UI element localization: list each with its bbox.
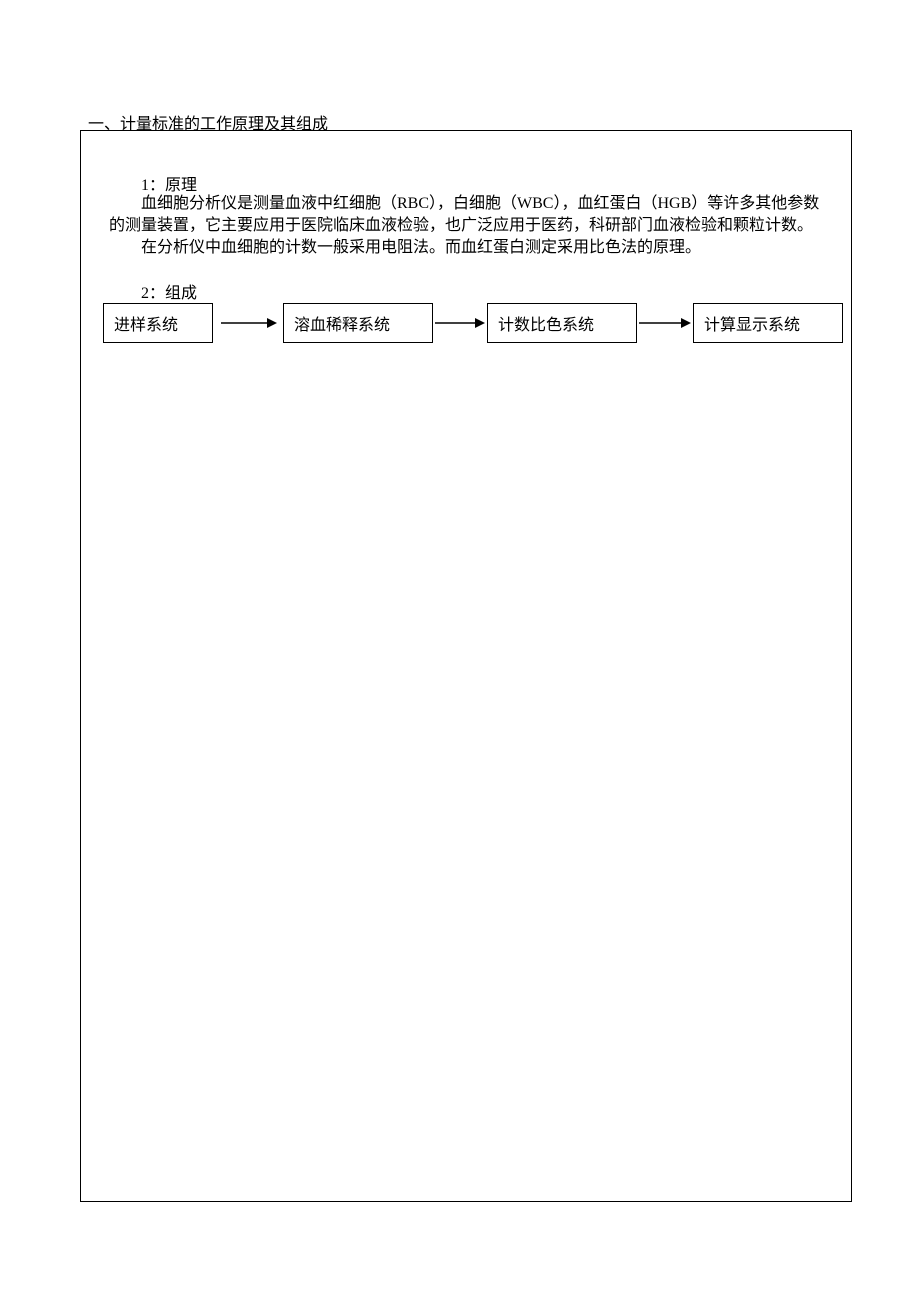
flow-node-1: 进样系统 [103, 303, 213, 343]
arrow-2 [435, 316, 485, 330]
flowchart: 进样系统 溶血稀释系统 计数比色系统 计算显示系统 [103, 303, 833, 353]
paragraph-2: 在分析仪中血细胞的计数一般采用电阻法。而血红蛋白测定采用比色法的原理。 [109, 237, 831, 259]
section-2-title: 2：组成 [141, 279, 197, 303]
arrow-1 [221, 316, 277, 330]
paragraph-1: 血细胞分析仪是测量血液中红细胞（RBC），白细胞（WBC），血红蛋白（HGB）等… [109, 193, 831, 237]
section-1-title: 1：原理 [141, 171, 197, 195]
flow-node-2: 溶血稀释系统 [283, 303, 433, 343]
content-box: 1：原理 血细胞分析仪是测量血液中红细胞（RBC），白细胞（WBC），血红蛋白（… [80, 130, 852, 1202]
arrow-3 [639, 316, 691, 330]
flow-node-4: 计算显示系统 [693, 303, 843, 343]
flow-node-3: 计数比色系统 [487, 303, 637, 343]
